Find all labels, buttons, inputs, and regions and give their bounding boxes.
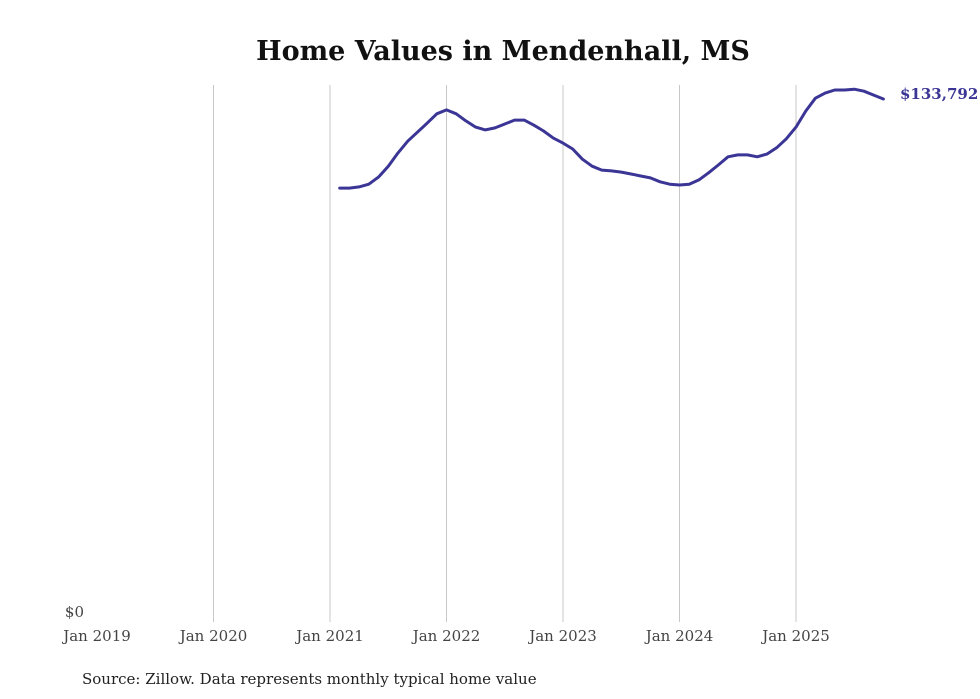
series-line [338, 87, 885, 190]
end-value-label: $133,792 [900, 85, 978, 103]
source-note: Source: Zillow. Data represents monthly … [82, 670, 537, 688]
x-tick-label: Jan 2023 [527, 627, 597, 645]
chart-title: Home Values in Mendenhall, MS [256, 36, 750, 67]
x-tick-label: Jan 2025 [760, 627, 830, 645]
x-tick-label: Jan 2019 [61, 627, 131, 645]
x-tick-label: Jan 2020 [178, 627, 248, 645]
y-tick-label: $0 [65, 603, 84, 621]
x-tick-label: Jan 2022 [411, 627, 481, 645]
x-tick-label: Jan 2021 [294, 627, 364, 645]
x-tick-label: Jan 2024 [644, 627, 714, 645]
